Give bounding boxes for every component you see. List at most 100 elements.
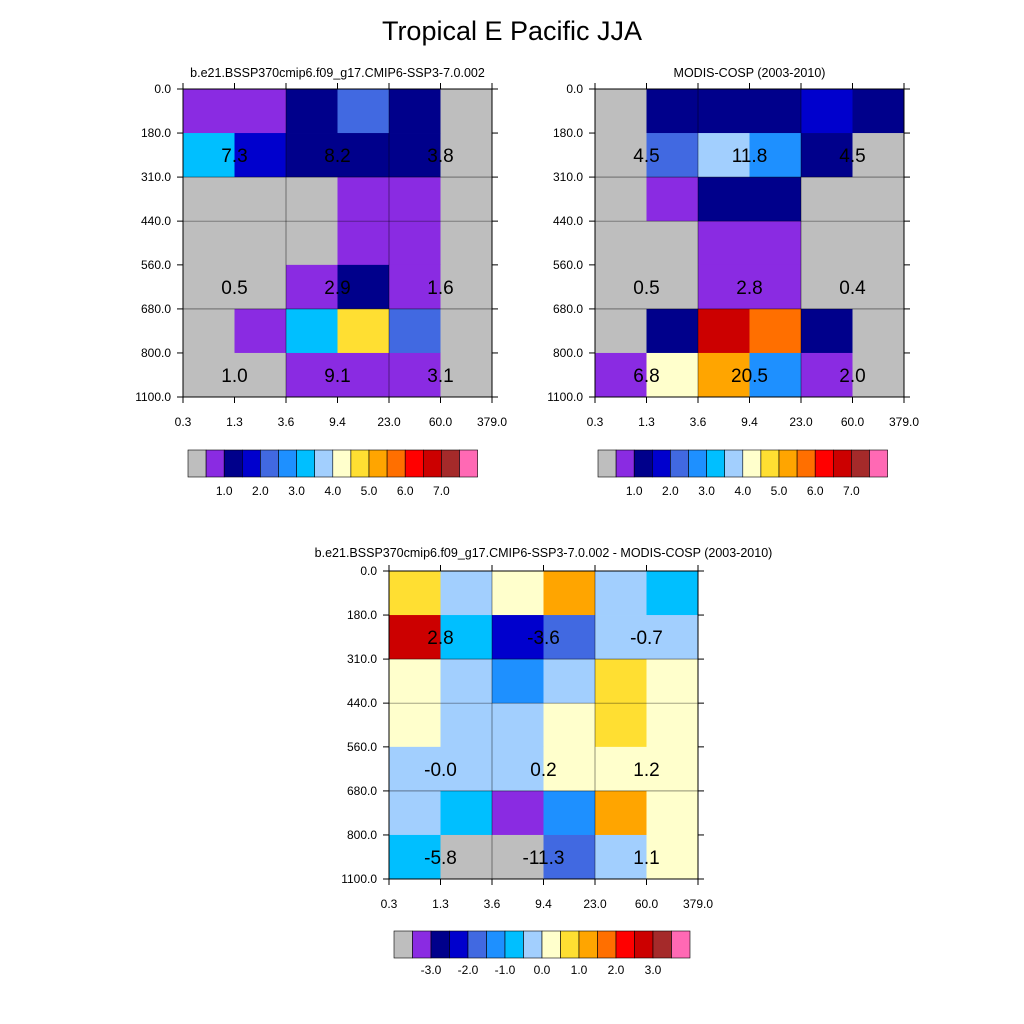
colorbar-label: 0.0 bbox=[534, 963, 551, 977]
panel-title: b.e21.BSSP370cmip6.f09_g17.CMIP6-SSP3-7.… bbox=[315, 546, 773, 560]
x-tick-label: 3.6 bbox=[484, 897, 501, 911]
heatmap-cell bbox=[440, 133, 493, 178]
cell-annotation: 3.1 bbox=[427, 366, 453, 387]
heatmap-cell bbox=[234, 177, 287, 222]
cell-annotation: 11.8 bbox=[732, 146, 768, 167]
colorbar-label: 4.0 bbox=[734, 484, 751, 498]
colorbar-swatch bbox=[486, 930, 506, 959]
heatmap-cell bbox=[698, 221, 750, 266]
heatmap-cell bbox=[595, 352, 647, 398]
heatmap-cell bbox=[543, 834, 596, 880]
y-tick-label: 180.0 bbox=[141, 126, 171, 140]
colorbar-swatch bbox=[404, 449, 424, 478]
cell-annotation: -11.3 bbox=[523, 848, 565, 869]
heatmap-cell bbox=[389, 615, 441, 660]
heatmap-cell bbox=[595, 615, 647, 660]
x-tick-label: 379.0 bbox=[477, 415, 507, 429]
heatmap-cell bbox=[595, 834, 647, 880]
heatmap-cell bbox=[183, 308, 235, 354]
y-tick-label: 800.0 bbox=[553, 346, 583, 360]
colorbar-swatch bbox=[742, 449, 762, 478]
heatmap-cell bbox=[389, 790, 441, 836]
cell-annotation: 0.4 bbox=[839, 278, 866, 299]
y-tick-label: 440.0 bbox=[347, 696, 377, 710]
cell-annotation: 2.8 bbox=[736, 278, 762, 299]
heatmap-cell bbox=[595, 308, 647, 354]
heatmap-cell bbox=[183, 352, 235, 398]
y-tick-label: 0.0 bbox=[154, 82, 171, 96]
heatmap-cell bbox=[389, 352, 441, 398]
colorbar-swatch bbox=[778, 449, 798, 478]
cell-annotation: 8.2 bbox=[324, 146, 350, 167]
heatmap-cell bbox=[595, 264, 647, 310]
heatmap-cell bbox=[440, 571, 493, 616]
x-tick-label: 60.0 bbox=[635, 897, 659, 911]
cell-annotation: 1.0 bbox=[221, 366, 247, 387]
cell-annotation: 0.5 bbox=[633, 278, 659, 299]
heatmap-panel-2: 0.3 1.3 3.6 9.4 23.0 60.0 379.0 0.0 180.0 310.0 44… bbox=[547, 66, 919, 498]
y-tick-label: 180.0 bbox=[553, 126, 583, 140]
colorbar-swatch bbox=[467, 930, 487, 959]
heatmap-cell bbox=[337, 308, 390, 354]
colorbar-swatch bbox=[615, 449, 635, 478]
colorbar-swatch bbox=[314, 449, 334, 478]
cell-annotation: 2.9 bbox=[324, 278, 350, 299]
heatmap-cell bbox=[286, 308, 338, 354]
heatmap-cell bbox=[286, 89, 338, 134]
heatmap-cell bbox=[389, 659, 441, 704]
colorbar-swatch bbox=[393, 930, 413, 959]
heatmap-cell bbox=[234, 352, 287, 398]
x-tick-label: 60.0 bbox=[429, 415, 453, 429]
colorbar-label: 5.0 bbox=[771, 484, 788, 498]
heatmap-cell bbox=[337, 264, 390, 310]
heatmap-cell bbox=[440, 703, 493, 748]
cell-annotation: 20.5 bbox=[731, 366, 768, 387]
heatmap-cell bbox=[595, 133, 647, 178]
heatmap-cell bbox=[183, 264, 235, 310]
heatmap-cell bbox=[543, 659, 596, 704]
colorbar-swatch bbox=[187, 449, 207, 478]
cell-annotation: 6.8 bbox=[633, 366, 659, 387]
heatmap-cell bbox=[440, 89, 493, 134]
heatmap-cell bbox=[749, 352, 802, 398]
colorbar-swatch bbox=[760, 449, 780, 478]
heatmap-cell bbox=[440, 659, 493, 704]
heatmap-cell bbox=[646, 89, 699, 134]
heatmap-cell bbox=[389, 571, 441, 616]
colorbar-swatch bbox=[796, 449, 816, 478]
heatmap-cell bbox=[337, 133, 390, 178]
colorbar-swatch bbox=[832, 449, 852, 478]
heatmap-cell bbox=[595, 659, 647, 704]
x-tick-label: 60.0 bbox=[841, 415, 865, 429]
colorbar-label: -2.0 bbox=[458, 963, 479, 977]
heatmap-cell bbox=[698, 308, 750, 354]
y-tick-label: 560.0 bbox=[553, 258, 583, 272]
cell-annotation: 2.0 bbox=[839, 366, 865, 387]
heatmap-cell bbox=[440, 352, 493, 398]
colorbar-swatch bbox=[386, 449, 406, 478]
heatmap-cell bbox=[286, 177, 338, 222]
heatmap-cell bbox=[389, 221, 441, 266]
colorbar-swatch bbox=[851, 449, 870, 478]
x-tick-label: 0.3 bbox=[175, 415, 192, 429]
heatmap-cell bbox=[389, 834, 441, 880]
heatmap-cell bbox=[801, 133, 853, 178]
colorbar-label: 1.0 bbox=[571, 963, 588, 977]
y-tick-label: 440.0 bbox=[553, 214, 583, 228]
panel-title: b.e21.BSSP370cmip6.f09_g17.CMIP6-SSP3-7.… bbox=[190, 66, 485, 80]
heatmap-cell bbox=[492, 790, 544, 836]
colorbar-swatch bbox=[615, 930, 635, 959]
heatmap-cell bbox=[595, 571, 647, 616]
colorbar-swatch bbox=[597, 930, 617, 959]
colorbar-label: -1.0 bbox=[495, 963, 516, 977]
cell-annotation: 1.1 bbox=[633, 848, 659, 869]
heatmap-cell bbox=[389, 308, 441, 354]
x-tick-label: 0.3 bbox=[381, 897, 398, 911]
heatmap-cell bbox=[646, 177, 699, 222]
heatmap-cell bbox=[234, 89, 287, 134]
heatmap-cell bbox=[543, 571, 596, 616]
cell-annotation: -0.7 bbox=[630, 628, 663, 649]
page-title: Tropical E Pacific JJA bbox=[381, 16, 643, 46]
heatmap-cell bbox=[595, 221, 647, 266]
colorbar-label: 3.0 bbox=[698, 484, 715, 498]
